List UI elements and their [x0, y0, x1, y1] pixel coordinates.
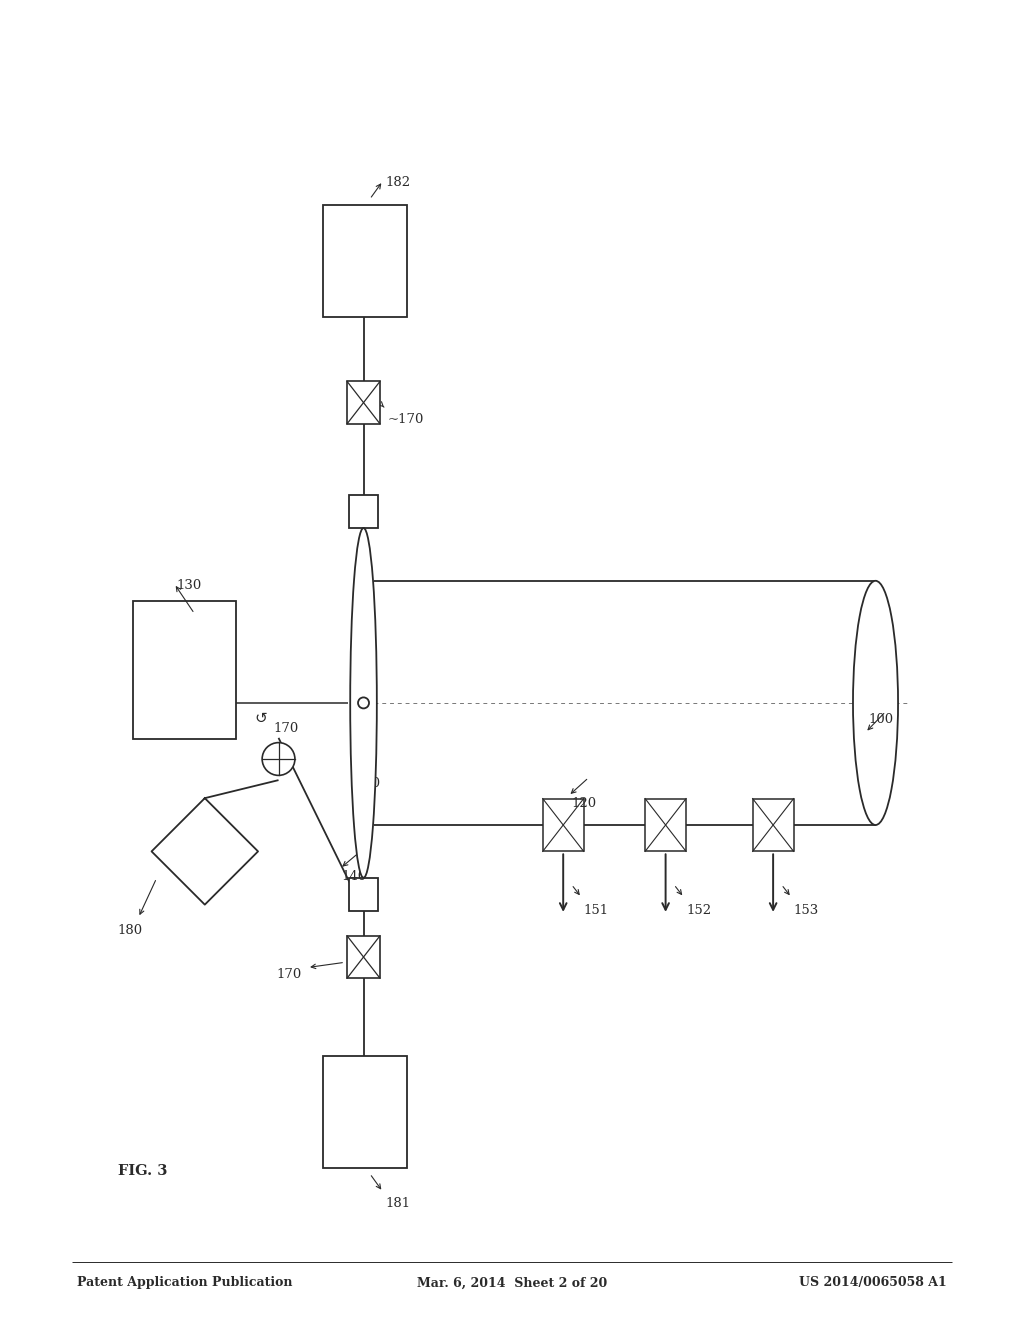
Bar [349, 495, 378, 528]
Text: 170: 170 [273, 722, 299, 735]
Text: ~170: ~170 [388, 413, 425, 426]
Text: 100: 100 [868, 713, 894, 726]
Bar [347, 936, 380, 978]
Text: 152: 152 [686, 904, 712, 917]
Circle shape [358, 697, 369, 709]
Bar [543, 799, 584, 851]
Bar [645, 799, 686, 851]
Text: 120: 120 [571, 797, 597, 810]
Bar [347, 381, 380, 424]
Bar [323, 205, 407, 317]
Text: Patent Application Publication: Patent Application Publication [77, 1276, 292, 1290]
Bar [349, 878, 378, 911]
Text: 181: 181 [385, 1197, 411, 1210]
Text: 180: 180 [118, 924, 143, 937]
Text: 170: 170 [276, 968, 302, 981]
Ellipse shape [853, 581, 898, 825]
Bar [323, 1056, 407, 1168]
Text: FIG. 3: FIG. 3 [118, 1164, 167, 1179]
Text: 151: 151 [584, 904, 609, 917]
Text: 110: 110 [355, 777, 381, 791]
Text: 130: 130 [176, 579, 202, 593]
Text: 140: 140 [341, 870, 367, 883]
Ellipse shape [350, 528, 377, 878]
Text: Mar. 6, 2014  Sheet 2 of 20: Mar. 6, 2014 Sheet 2 of 20 [417, 1276, 607, 1290]
Text: ↺: ↺ [255, 711, 267, 726]
Text: US 2014/0065058 A1: US 2014/0065058 A1 [800, 1276, 947, 1290]
Text: 182: 182 [385, 176, 411, 189]
Text: 153: 153 [794, 904, 819, 917]
Circle shape [262, 743, 295, 775]
Bar [133, 601, 236, 739]
Bar [753, 799, 794, 851]
